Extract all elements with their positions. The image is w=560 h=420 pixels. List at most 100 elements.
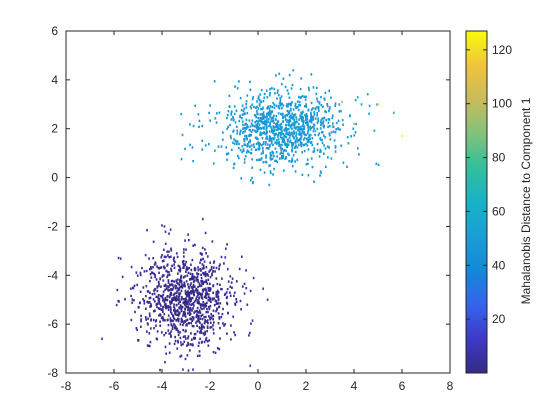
- component-1-point: [262, 141, 265, 144]
- component-1-point: [274, 159, 276, 163]
- component-2-point: [191, 343, 194, 346]
- component-2-point: [213, 297, 215, 300]
- component-1-point: [270, 110, 273, 114]
- component-2-point: [224, 256, 227, 259]
- component-1-point: [275, 74, 277, 77]
- component-2-point: [182, 259, 185, 263]
- component-1-point: [254, 136, 257, 139]
- component-1-point: [259, 133, 261, 137]
- component-1-point: [282, 116, 284, 119]
- component-2-point: [187, 271, 190, 275]
- component-1-point: [285, 143, 288, 146]
- component-2-point: [212, 291, 215, 294]
- component-1-point: [276, 97, 278, 100]
- component-1-point: [254, 114, 257, 117]
- component-1-point: [314, 117, 317, 120]
- component-1-point: [291, 117, 294, 120]
- component-2-point: [162, 279, 165, 282]
- component-1-point: [373, 129, 376, 132]
- component-1-point: [299, 141, 302, 144]
- component-1-point: [296, 140, 299, 143]
- component-2-point: [154, 275, 156, 279]
- component-1-point: [306, 123, 308, 126]
- component-1-point: [266, 96, 269, 99]
- component-1-point: [301, 124, 304, 128]
- component-1-point: [243, 127, 245, 130]
- component-2-point: [219, 326, 221, 330]
- component-1-point: [376, 103, 378, 106]
- component-2-point: [201, 296, 203, 300]
- component-1-point: [284, 143, 287, 147]
- component-2-point: [200, 329, 202, 333]
- component-2-point: [185, 270, 187, 273]
- component-1-point: [265, 137, 267, 140]
- component-1-point: [270, 158, 273, 161]
- representative-scatter-point: [101, 337, 103, 340]
- component-1-point: [239, 148, 242, 152]
- component-1-point: [241, 120, 244, 123]
- component-2-point: [149, 291, 151, 295]
- component-1-point: [304, 121, 307, 125]
- component-2-point: [185, 268, 188, 271]
- component-1-point: [299, 116, 302, 120]
- component-2-point: [158, 307, 161, 310]
- component-1-point: [297, 129, 300, 132]
- component-1-point: [255, 130, 257, 133]
- component-1-point: [276, 122, 278, 126]
- component-2-point: [216, 293, 219, 296]
- component-1-point: [272, 117, 275, 120]
- component-2-point: [201, 253, 203, 256]
- component-1-point: [284, 115, 287, 119]
- component-1-point: [234, 85, 236, 88]
- component-2-point: [203, 340, 206, 344]
- component-2-point: [197, 301, 200, 305]
- component-2-point: [177, 302, 180, 305]
- component-1-point: [258, 103, 261, 106]
- component-2-point: [233, 291, 236, 294]
- component-1-point: [257, 137, 259, 141]
- component-1-point: [299, 132, 301, 135]
- component-2-point: [206, 292, 208, 295]
- component-1-point: [324, 136, 327, 139]
- component-1-point: [225, 153, 228, 156]
- component-2-point: [202, 332, 205, 335]
- component-2-point: [192, 302, 194, 306]
- component-2-point: [165, 287, 168, 290]
- component-1-point: [221, 138, 224, 141]
- component-1-point: [291, 83, 294, 87]
- component-1-point: [294, 139, 297, 143]
- component-1-point: [294, 104, 297, 108]
- component-2-point: [180, 317, 183, 321]
- component-1-point: [217, 145, 220, 148]
- component-1-point: [264, 132, 266, 135]
- component-1-point: [310, 121, 313, 124]
- component-2-point: [169, 301, 171, 304]
- component-1-point: [237, 146, 240, 150]
- component-2-point: [215, 266, 218, 270]
- component-2-point: [227, 280, 230, 283]
- component-1-point: [259, 168, 262, 172]
- component-2-point: [222, 307, 224, 311]
- component-1-point: [300, 127, 302, 131]
- component-1-point: [250, 122, 253, 125]
- component-1-point: [251, 119, 254, 122]
- component-2-point: [183, 320, 186, 323]
- component-2-point: [205, 288, 207, 292]
- component-2-point: [190, 282, 192, 285]
- component-2-point: [182, 314, 184, 317]
- component-1-point: [242, 109, 245, 113]
- component-1-point: [241, 113, 244, 116]
- component-2-point: [168, 351, 171, 354]
- component-1-point: [263, 121, 266, 124]
- component-2-point: [212, 309, 215, 312]
- component-1-point: [274, 122, 277, 126]
- component-1-point: [249, 139, 252, 142]
- component-1-point: [321, 131, 324, 134]
- component-2-point: [158, 297, 161, 300]
- component-1-point: [296, 146, 299, 149]
- component-2-point: [142, 286, 145, 289]
- component-1-point: [296, 106, 299, 109]
- component-2-point: [191, 277, 194, 280]
- component-1-point: [283, 134, 285, 138]
- component-1-point: [283, 138, 285, 141]
